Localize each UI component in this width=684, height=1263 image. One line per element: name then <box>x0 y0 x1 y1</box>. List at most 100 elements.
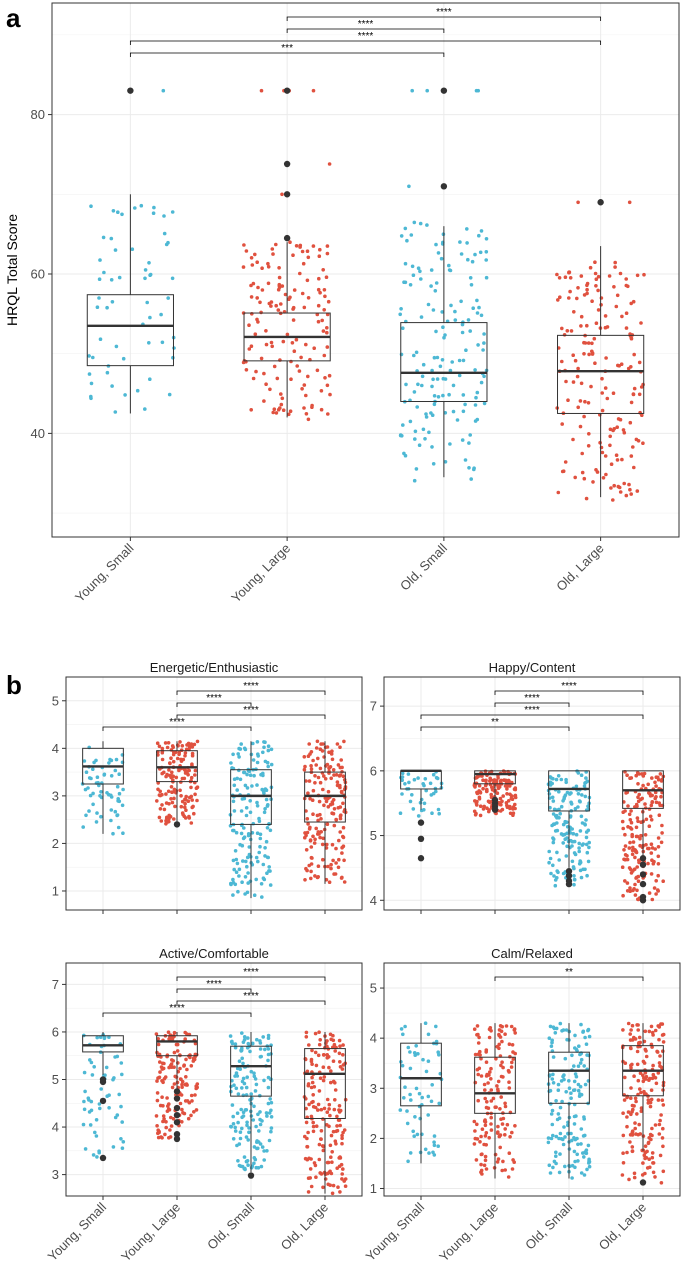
data-point <box>658 803 662 808</box>
significance-label: ** <box>565 967 573 978</box>
outlier-point <box>597 199 604 206</box>
data-point <box>314 763 319 767</box>
data-point <box>587 352 591 357</box>
data-point <box>341 1043 345 1047</box>
significance-bracket: **** <box>286 19 445 33</box>
data-point <box>229 881 233 886</box>
data-point <box>306 791 310 795</box>
data-point <box>183 754 187 758</box>
data-point <box>459 252 464 256</box>
data-point <box>409 233 414 237</box>
data-point <box>316 818 320 823</box>
data-point <box>242 770 247 775</box>
data-point <box>647 807 652 811</box>
data-point <box>612 285 616 289</box>
outlier-point <box>283 234 291 242</box>
data-point <box>245 1046 250 1050</box>
data-point <box>179 759 184 763</box>
data-point <box>309 869 313 874</box>
data-point <box>235 1066 240 1071</box>
data-point <box>266 1036 271 1040</box>
data-point <box>642 1153 647 1158</box>
x-tick-label: Young, Large <box>436 1200 501 1263</box>
data-point <box>630 1145 635 1149</box>
data-point <box>311 834 315 839</box>
data-point <box>238 777 243 782</box>
data-point <box>478 791 483 795</box>
data-point <box>634 1099 638 1104</box>
data-point <box>653 1123 658 1127</box>
data-point <box>432 1153 437 1157</box>
data-point <box>637 792 641 797</box>
data-point <box>639 833 643 838</box>
data-point <box>237 874 241 878</box>
data-point <box>577 862 582 866</box>
data-point <box>661 1040 666 1044</box>
data-point <box>628 487 632 492</box>
data-point <box>582 476 587 481</box>
data-point <box>431 308 436 312</box>
data-point <box>508 1054 512 1059</box>
data-point <box>159 312 163 317</box>
data-point <box>483 1158 488 1163</box>
data-point <box>121 356 126 361</box>
data-point <box>321 857 325 862</box>
data-point <box>653 790 658 795</box>
data-point <box>251 1118 256 1122</box>
data-point <box>568 289 572 294</box>
data-point <box>414 1044 419 1048</box>
data-point <box>187 816 192 820</box>
data-point <box>616 417 621 421</box>
data-point <box>135 388 140 393</box>
data-point <box>432 402 437 407</box>
outlier-point <box>440 87 448 94</box>
box-1 <box>474 1023 516 1179</box>
data-point <box>84 813 88 818</box>
significance-bracket: **** <box>176 705 326 719</box>
data-point <box>310 403 314 408</box>
data-point <box>513 1031 517 1035</box>
data-point <box>561 1142 566 1147</box>
data-point <box>479 1162 483 1167</box>
data-point <box>595 470 600 474</box>
data-point <box>511 1057 516 1061</box>
data-point <box>594 284 598 288</box>
data-point <box>583 1082 588 1087</box>
data-point <box>628 840 632 845</box>
data-point <box>405 1109 409 1113</box>
data-point <box>311 244 316 248</box>
data-point <box>155 1098 160 1103</box>
data-point <box>331 811 336 816</box>
data-point <box>180 799 185 804</box>
data-point <box>167 813 171 818</box>
data-point <box>184 808 188 812</box>
box-2 <box>548 1023 590 1179</box>
data-point <box>502 778 506 782</box>
data-point <box>650 1151 655 1155</box>
data-point <box>166 1104 170 1108</box>
data-point <box>636 897 640 902</box>
data-point <box>403 226 408 231</box>
data-point <box>654 892 658 896</box>
data-point <box>307 1156 311 1161</box>
data-point <box>436 1144 441 1148</box>
data-point <box>333 1049 338 1053</box>
data-point <box>495 1160 500 1164</box>
data-point <box>177 752 181 757</box>
data-point <box>232 1083 236 1087</box>
data-point <box>550 795 555 800</box>
data-point <box>172 1030 177 1035</box>
data-point <box>302 767 307 772</box>
data-point <box>438 364 443 369</box>
data-point <box>147 261 151 265</box>
data-point <box>500 1039 504 1044</box>
box-1 <box>156 741 198 828</box>
data-point <box>550 1040 554 1045</box>
data-point <box>304 1120 309 1125</box>
data-point <box>621 893 625 898</box>
data-point <box>143 276 147 281</box>
data-point <box>484 1074 489 1078</box>
data-point <box>637 858 641 863</box>
data-point <box>501 1065 505 1070</box>
data-point <box>304 866 308 871</box>
